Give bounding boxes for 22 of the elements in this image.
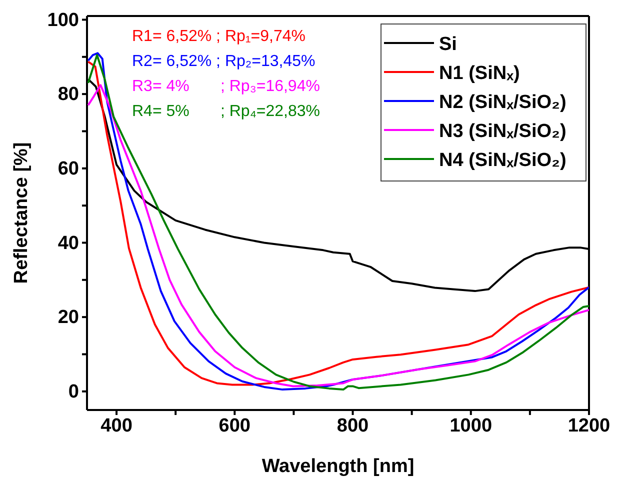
annotation: R4= 5% ; Rp₄=22,83% bbox=[132, 103, 320, 120]
x-axis-title: Wavelength [nm] bbox=[262, 456, 414, 477]
x-tick-label: 400 bbox=[100, 415, 132, 436]
y-tick-label: 100 bbox=[47, 10, 79, 31]
y-tick-label: 0 bbox=[68, 381, 79, 402]
y-tick-label: 20 bbox=[58, 307, 79, 328]
annotation: R2= 6,52% ; Rp₂=13,45% bbox=[132, 53, 316, 70]
legend-label: N4 (SiNₓ/SiO₂) bbox=[439, 150, 566, 171]
legend-label: Si bbox=[439, 34, 457, 55]
y-tick-label: 60 bbox=[58, 158, 79, 180]
y-axis-title: Reflectance [%] bbox=[11, 142, 32, 284]
annotation: R1= 6,52% ; Rp₁=9,74% bbox=[132, 28, 306, 45]
legend-label: N3 (SiNₓ/SiO₂) bbox=[439, 121, 566, 142]
x-tick-label: 800 bbox=[336, 415, 369, 436]
x-tick-label: 600 bbox=[218, 415, 250, 436]
x-tick-label: 1000 bbox=[450, 415, 492, 436]
legend-label: N1 (SiNₓ) bbox=[439, 63, 520, 84]
legend-label: N2 (SiNₓ/SiO₂) bbox=[439, 92, 566, 113]
y-tick-label: 40 bbox=[58, 232, 79, 254]
y-tick-label: 80 bbox=[58, 84, 79, 106]
annotation: R3= 4% ; Rp₃=16,94% bbox=[132, 78, 320, 95]
x-tick-label: 1200 bbox=[568, 415, 610, 436]
